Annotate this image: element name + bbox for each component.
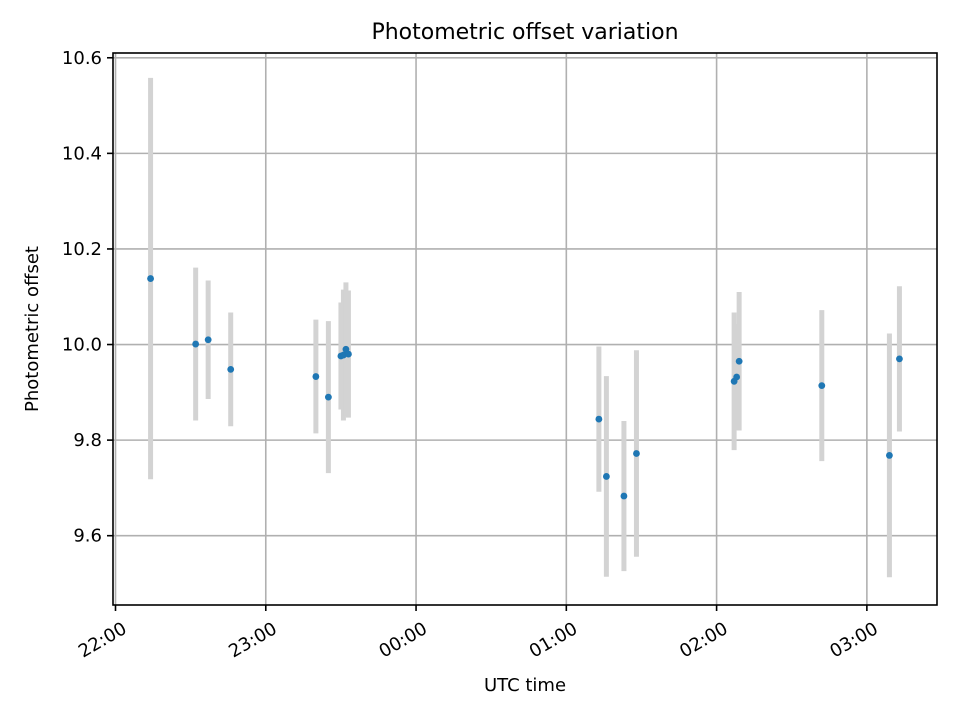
plot-frame (112, 52, 938, 606)
x-axis-ticks: 22:00 23:00 00:00 01:00 02:00 03:00 (75, 605, 882, 662)
y-tick-label: 9.8 (73, 430, 102, 451)
point-layer (147, 275, 903, 500)
y-tick-label: 10.2 (62, 239, 102, 260)
x-axis-label: UTC time (484, 675, 566, 696)
y-tick-label: 9.6 (73, 526, 102, 547)
y-tick-label: 10.6 (62, 48, 102, 69)
data-point (227, 365, 235, 373)
chart-title: Photometric offset variation (371, 20, 678, 45)
data-point (733, 373, 741, 381)
data-point (896, 355, 903, 363)
data-point (324, 393, 332, 401)
data-point (204, 336, 212, 344)
y-tick-label: 10.4 (62, 143, 102, 164)
data-point (345, 350, 352, 358)
x-tick-label: 23:00 (225, 618, 280, 662)
x-tick-label: 00:00 (376, 618, 431, 662)
data-point (595, 415, 603, 423)
data-point (147, 275, 154, 282)
data-point (735, 357, 743, 365)
data-point (192, 340, 200, 348)
x-tick-label: 01:00 (526, 618, 581, 662)
y-tick-label: 10.0 (62, 335, 102, 356)
data-point (886, 452, 893, 459)
data-point (620, 492, 628, 500)
y-axis-label: Photometric offset (22, 246, 43, 412)
y-axis-ticks: 9.6 9.8 10.0 10.2 10.4 10.6 (62, 48, 113, 547)
data-point (312, 373, 320, 380)
data-point (633, 450, 640, 457)
grid-layer (113, 53, 937, 605)
data-point (602, 473, 610, 480)
x-tick-label: 03:00 (826, 618, 881, 662)
x-tick-label: 02:00 (676, 618, 731, 662)
data-point (818, 382, 826, 390)
x-tick-label: 22:00 (75, 618, 130, 662)
